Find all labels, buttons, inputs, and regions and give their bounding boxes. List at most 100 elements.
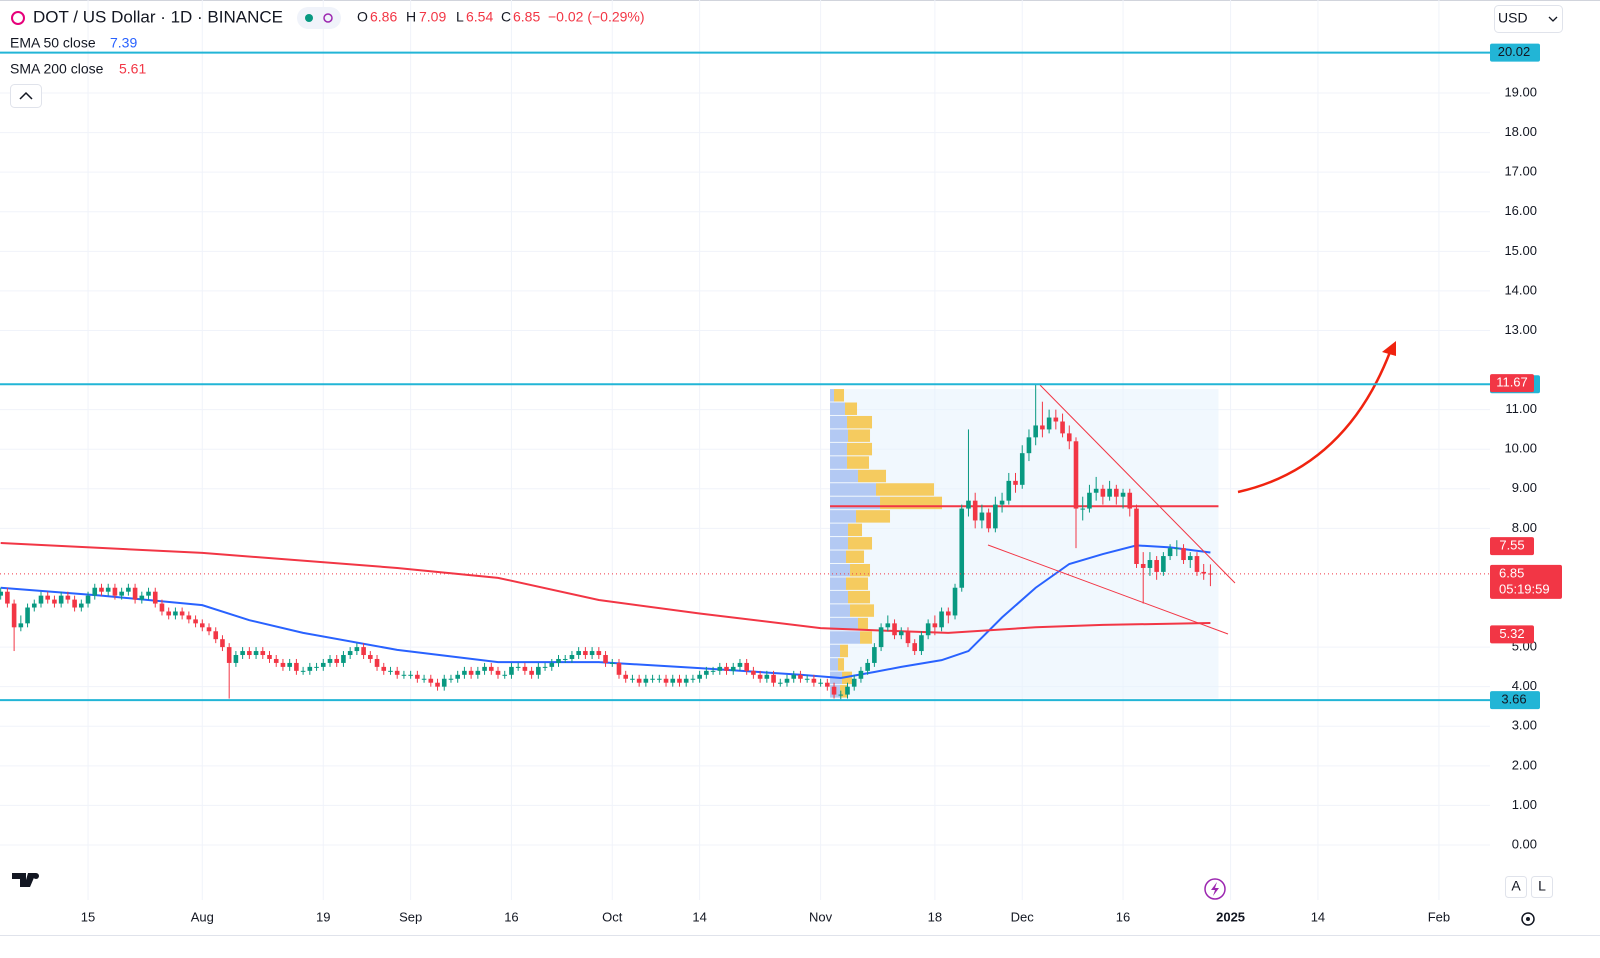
candle-body [1093, 488, 1099, 493]
candle-body [1187, 556, 1193, 561]
profile-down [850, 604, 875, 617]
candle-body [327, 658, 333, 663]
candle-body [119, 591, 124, 596]
candle-body [609, 662, 615, 664]
candle-body [85, 595, 91, 604]
candle-body [670, 678, 676, 683]
market-status [305, 14, 313, 22]
profile-range [830, 389, 1219, 699]
candle-body [482, 666, 487, 671]
candle-body [166, 611, 171, 616]
level-label: 3.66 [1501, 692, 1526, 707]
candle-body [206, 627, 212, 632]
x-tick-label: 2025 [1216, 909, 1245, 924]
profile-up [830, 523, 849, 537]
candle-body [1013, 480, 1018, 485]
candle-body [45, 595, 51, 600]
events-icon[interactable] [1204, 878, 1226, 900]
candle-body [858, 670, 864, 679]
candle-body [394, 670, 400, 675]
logo-dot [33, 873, 39, 879]
candle-body [220, 639, 225, 648]
candle-body [58, 595, 64, 604]
profile-up [830, 456, 848, 469]
data-status [323, 13, 333, 23]
candle-body [892, 623, 897, 636]
y-tick-label: 10.00 [1504, 441, 1537, 456]
x-tick-label: 15 [81, 909, 95, 924]
auto-scale-button[interactable] [1505, 876, 1527, 898]
profile-down [880, 496, 943, 510]
price-label-box [1490, 537, 1534, 556]
profile-up [830, 577, 847, 590]
candle-body [1019, 453, 1025, 485]
annotations [987, 341, 1396, 635]
x-tick-label: 16 [1116, 909, 1130, 924]
grid [0, 0, 1490, 900]
candle-body [199, 623, 205, 628]
profile-down [856, 510, 891, 523]
log-scale-button[interactable] [1531, 876, 1553, 898]
candle-body [287, 662, 292, 667]
indicator-name[interactable]: EMA 50 close [10, 35, 96, 51]
auto-scale-label: A [1511, 878, 1521, 894]
candle-body [159, 603, 165, 612]
settings-dot [1526, 917, 1530, 921]
candle-body [898, 631, 904, 636]
collapse-button[interactable] [10, 84, 42, 108]
candle-body [415, 674, 420, 679]
y-tick-label: 11.00 [1505, 401, 1537, 416]
candle-body [186, 615, 192, 620]
candle-body [455, 674, 460, 679]
candle-body [488, 666, 494, 671]
candle-body [751, 670, 756, 675]
candle-body [583, 651, 588, 656]
candle-body [99, 587, 104, 592]
candle-body [92, 587, 98, 596]
status-pill[interactable] [297, 7, 341, 29]
candle-body [1073, 441, 1079, 509]
candle-body [515, 666, 521, 668]
candle-body [5, 591, 10, 604]
candle-body [139, 595, 145, 600]
level-label: 20.02 [1498, 44, 1531, 59]
profile-up [830, 389, 835, 402]
y-tick-label: 13.00 [1504, 322, 1537, 337]
candle-body [818, 682, 823, 684]
candle-body [38, 595, 44, 604]
lightning [1211, 882, 1219, 896]
last-price-box [1490, 564, 1562, 599]
tradingview-logo[interactable] [12, 873, 36, 887]
y-tick-label: 4.00 [1512, 678, 1537, 693]
candle-body [408, 674, 413, 676]
candle-body [381, 666, 387, 671]
candle-body [556, 658, 561, 663]
trendline-lower [987, 544, 1229, 635]
candle-body [710, 670, 716, 672]
candle-body [374, 658, 380, 667]
x-tick-label: Dec [1011, 909, 1035, 924]
candle-body [1080, 508, 1086, 510]
candle-body [1046, 417, 1052, 430]
candle-body [300, 670, 306, 672]
candle-body [704, 670, 709, 675]
currency-button[interactable] [1494, 5, 1563, 33]
candle-body [636, 678, 642, 683]
indicator-name[interactable]: SMA 200 close [10, 61, 104, 77]
candle-body [791, 674, 797, 679]
candle-body [1167, 548, 1173, 557]
profile-up [830, 604, 851, 617]
candle-body [347, 651, 353, 656]
candle-body [986, 512, 991, 529]
candle-body [1181, 548, 1186, 561]
ohlc-value: 6.85 [513, 9, 540, 25]
profile-up [830, 550, 847, 563]
candle-body [52, 599, 57, 604]
y-tick-label: 18.00 [1504, 124, 1537, 139]
settings-icon[interactable] [1521, 912, 1535, 926]
candle-body [798, 674, 803, 679]
candle-body [314, 666, 319, 668]
candle-body [307, 666, 313, 671]
candle-body [737, 662, 743, 667]
candle-body [522, 666, 528, 671]
